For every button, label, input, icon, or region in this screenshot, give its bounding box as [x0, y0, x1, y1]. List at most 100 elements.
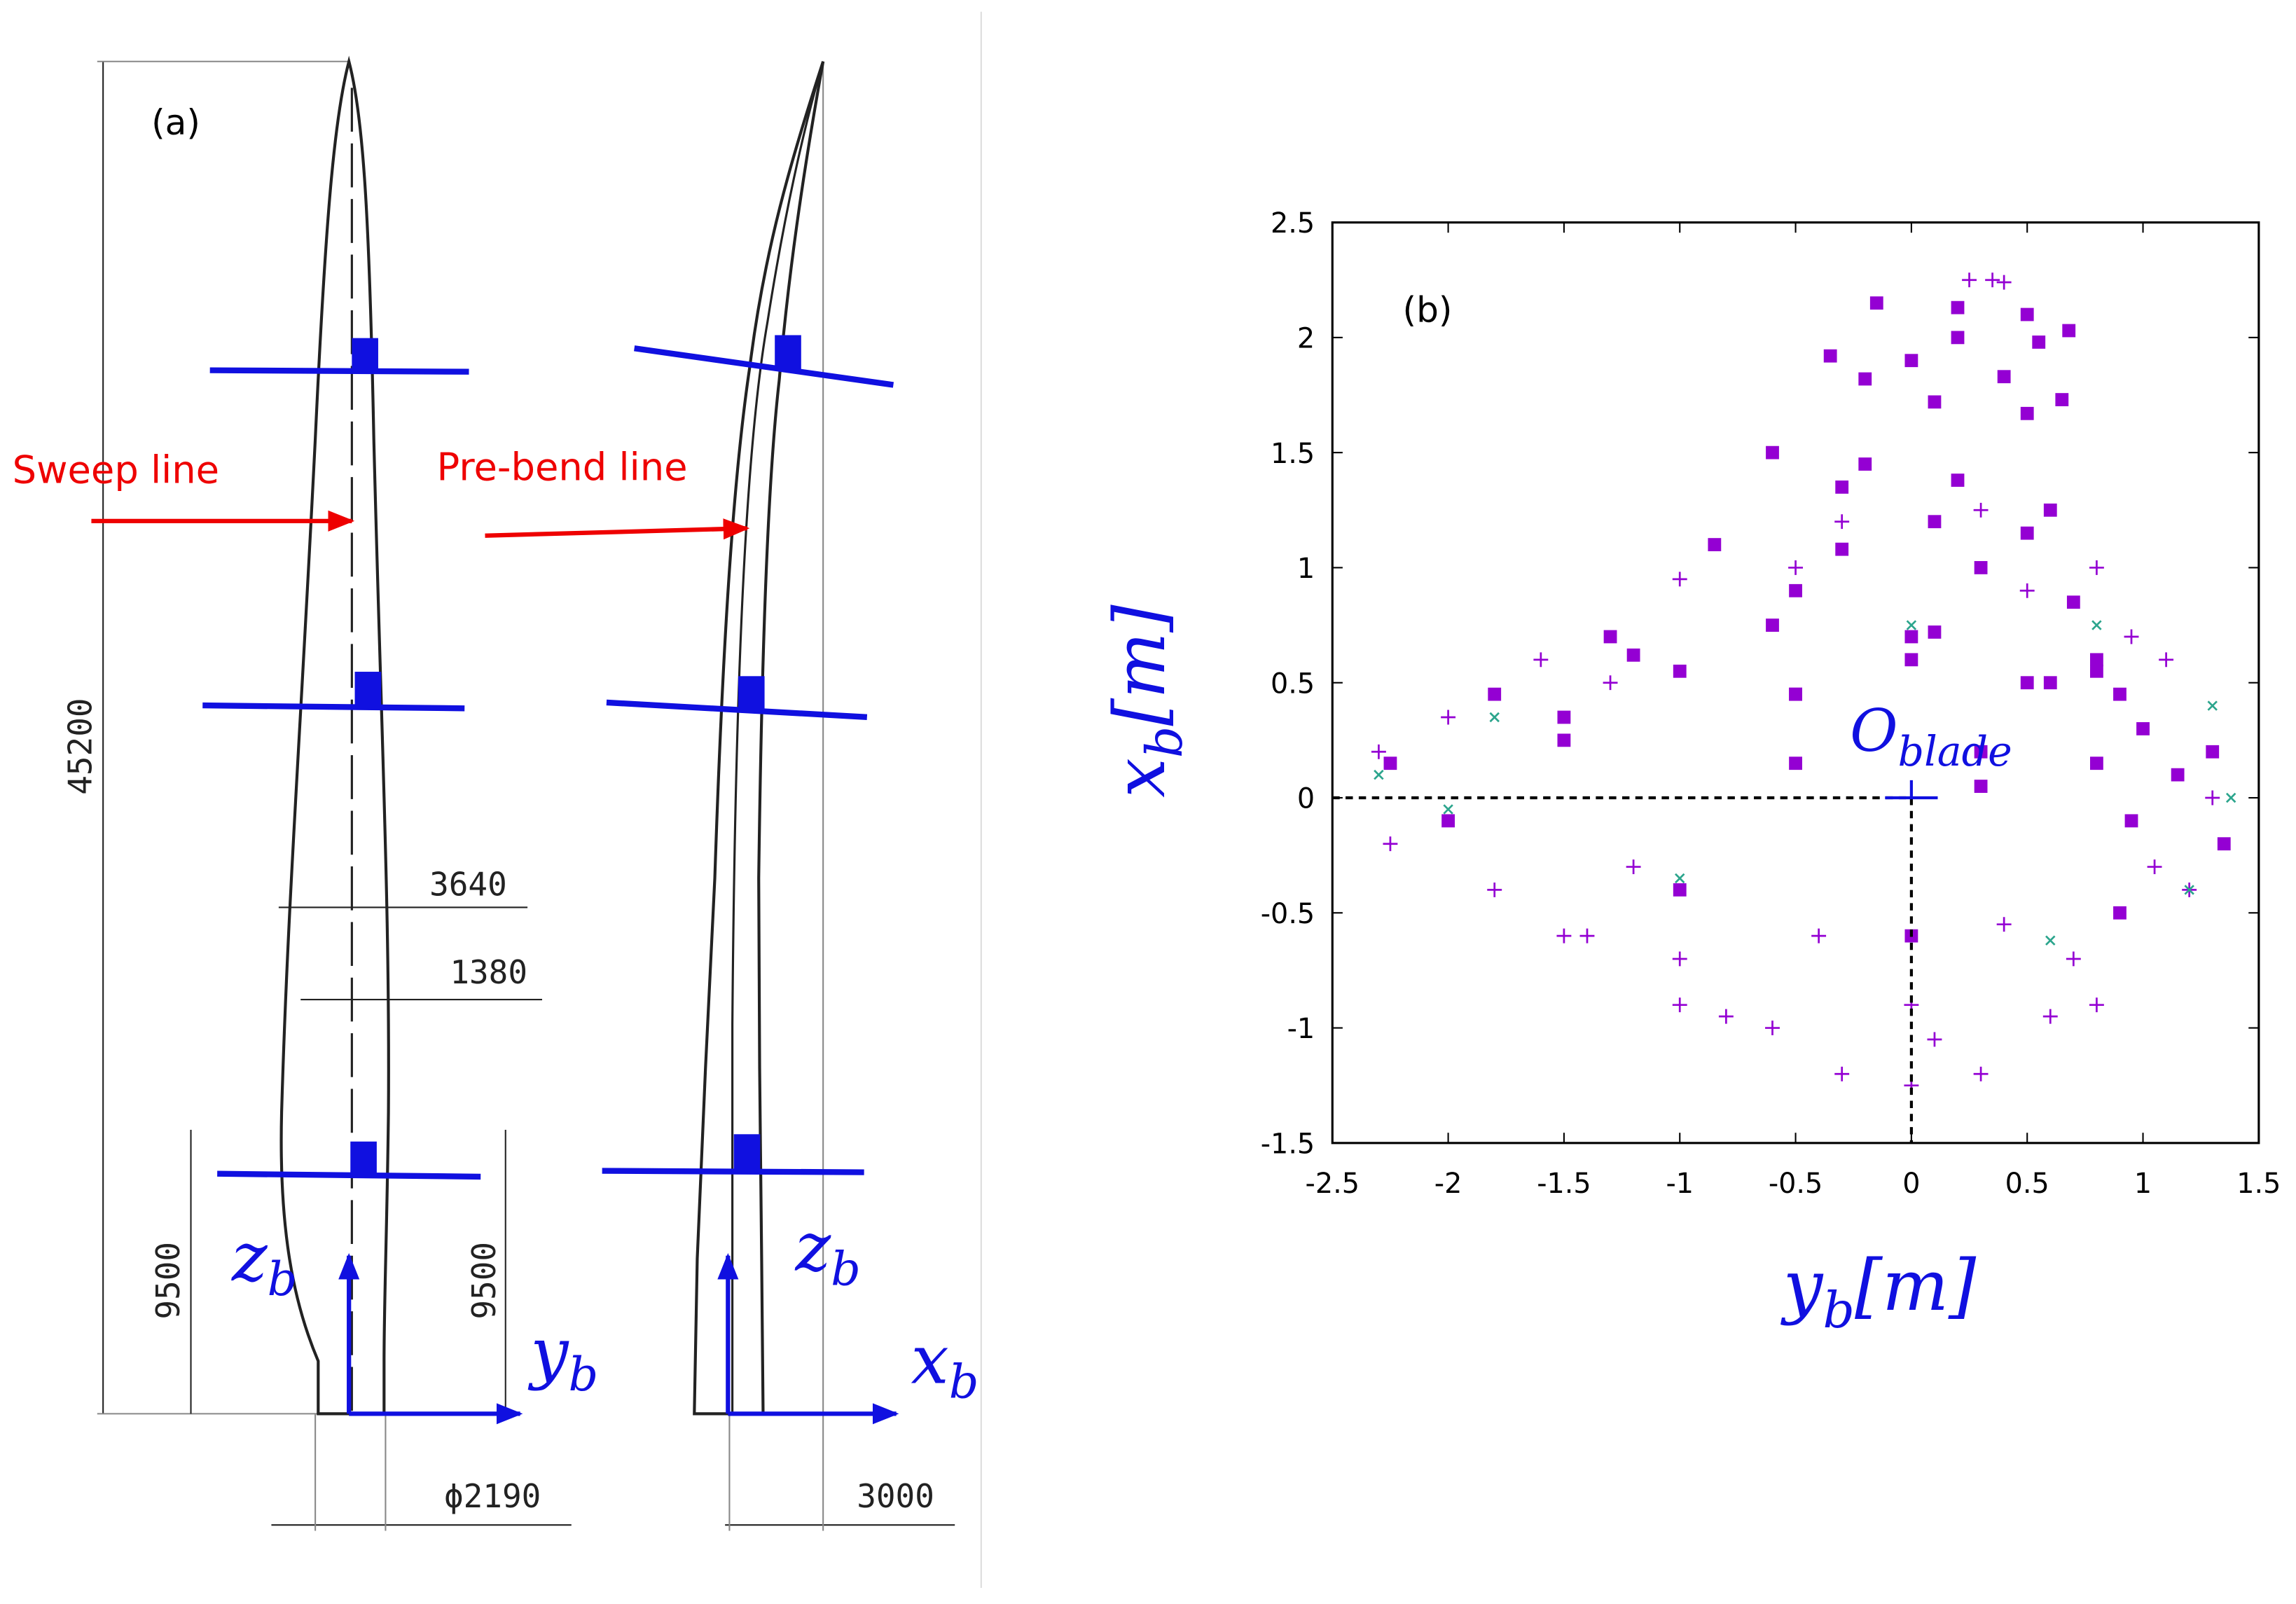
- point: [2020, 676, 2034, 690]
- axis-symbol: x: [1099, 758, 1181, 798]
- dimension: 3640: [429, 866, 507, 904]
- x-tick-label: 0: [1902, 1168, 1920, 1200]
- point: [1603, 630, 1617, 644]
- point: [2159, 652, 2174, 668]
- section-line: [602, 1168, 864, 1175]
- point: [1557, 710, 1571, 724]
- axis-label: zb: [231, 1218, 297, 1306]
- point: [1371, 744, 1386, 759]
- point: [1962, 272, 1977, 288]
- point: [1951, 473, 1965, 487]
- point: [1718, 1009, 1734, 1024]
- point: [1443, 804, 1453, 815]
- axis-label: xb: [911, 1320, 979, 1409]
- section-marker: [775, 335, 801, 371]
- point: [2019, 583, 2035, 598]
- origin-symbol: O: [1850, 696, 1898, 765]
- point: [1765, 1021, 1780, 1036]
- point: [1487, 882, 1502, 897]
- point: [1951, 331, 1965, 345]
- point: [1811, 928, 1827, 943]
- point: [1675, 873, 1685, 884]
- dimension: ϕ2190: [444, 1477, 541, 1515]
- point: [2089, 560, 2104, 575]
- y-tick-label: 0: [1297, 783, 1315, 815]
- point: [2171, 768, 2185, 782]
- point: [1904, 630, 1918, 644]
- axis-symbol: x: [911, 1320, 949, 1399]
- point: [1489, 712, 1500, 723]
- x-tick-label: -2.5: [1306, 1168, 1360, 1200]
- point: [2090, 756, 2103, 770]
- point: [2066, 951, 2081, 967]
- series: [1371, 272, 2220, 1093]
- point: [2124, 814, 2138, 828]
- y-tick-label: 1.5: [1271, 438, 1315, 470]
- point: [1973, 1066, 1989, 1081]
- point: [1974, 561, 1988, 574]
- y-tick-label: -1.5: [1261, 1128, 1315, 1160]
- point: [2045, 935, 2056, 946]
- section-line: [606, 699, 868, 720]
- section-line: [217, 1170, 481, 1180]
- point: [1383, 836, 1398, 852]
- point: [1869, 296, 1883, 310]
- point: [1928, 515, 1942, 529]
- x-tick-label: 0.5: [2005, 1168, 2049, 1200]
- point: [1834, 514, 1850, 530]
- point: [1789, 583, 1802, 597]
- y-tick-label: 2: [1297, 322, 1315, 354]
- dimension: 45200: [61, 698, 99, 794]
- axis-subscript: b: [1823, 1281, 1854, 1339]
- origin-marker: [1885, 780, 1938, 800]
- point: [1441, 814, 1455, 828]
- point: [1579, 928, 1595, 943]
- axis-symbol: y: [1780, 1245, 1824, 1327]
- point: [1672, 997, 1687, 1013]
- dimension: 3000: [857, 1477, 934, 1515]
- section-line: [209, 367, 469, 375]
- point: [1626, 648, 1640, 662]
- y-tick-label: 0.5: [1271, 668, 1315, 700]
- axis-symbol: z: [231, 1218, 268, 1297]
- point: [1672, 951, 1687, 967]
- point: [2090, 664, 2103, 678]
- point: [1488, 687, 1502, 701]
- x-tick-label: -0.5: [1769, 1168, 1823, 1200]
- point: [1928, 625, 1942, 639]
- point: [2225, 792, 2236, 803]
- point: [1766, 618, 1779, 632]
- point: [2207, 700, 2218, 711]
- point: [1673, 664, 1687, 678]
- point: [2136, 722, 2150, 735]
- point: [2032, 336, 2046, 349]
- point: [2042, 1009, 2058, 1024]
- x-tick-label: -2: [1434, 1168, 1462, 1200]
- point: [1556, 928, 1572, 943]
- axis-subscript: b: [569, 1347, 599, 1402]
- y-tick-label: -0.5: [1261, 898, 1315, 930]
- section-line: [634, 345, 894, 388]
- point: [1985, 272, 2000, 288]
- axis-unit: [m]: [1099, 604, 1181, 726]
- point: [1603, 675, 1618, 691]
- point: [2113, 906, 2126, 920]
- point: [1906, 620, 1917, 630]
- y-tick-label: 1: [1297, 553, 1315, 585]
- section-marker: [738, 676, 765, 712]
- axis-subscript: b: [949, 1354, 979, 1409]
- dimension: 1380: [450, 953, 527, 991]
- series: [1383, 296, 2231, 943]
- point: [1928, 395, 1942, 409]
- point: [1441, 710, 1456, 725]
- point: [1835, 542, 1849, 556]
- point: [2020, 526, 2034, 540]
- point: [1626, 859, 1641, 875]
- point: [2184, 885, 2194, 895]
- prebend-line: [731, 61, 824, 1414]
- axis-subscript: b: [268, 1252, 298, 1306]
- sweep-label: Sweep line: [13, 448, 219, 492]
- point: [1858, 457, 1872, 471]
- point: [1383, 756, 1397, 770]
